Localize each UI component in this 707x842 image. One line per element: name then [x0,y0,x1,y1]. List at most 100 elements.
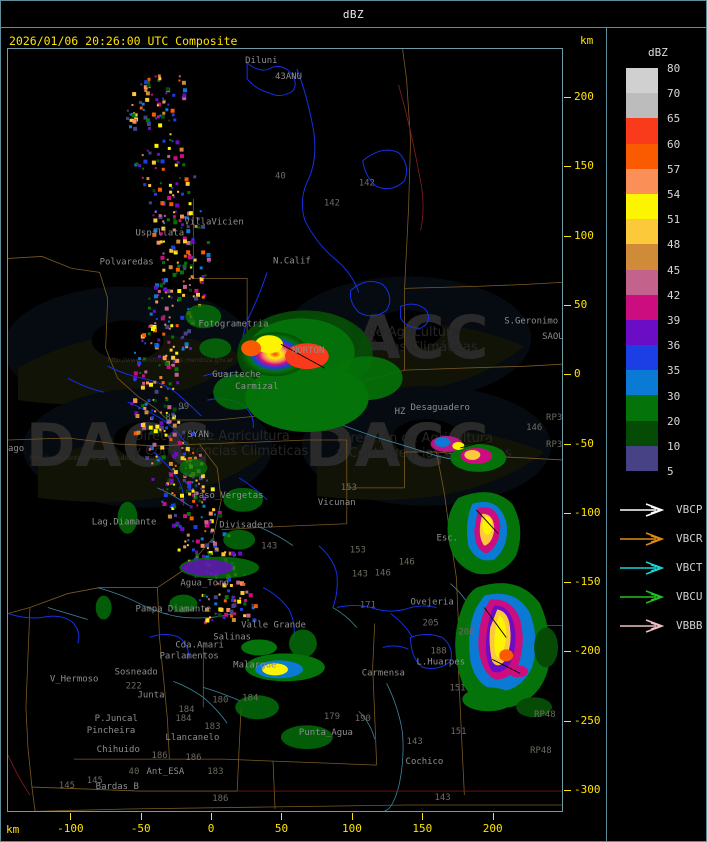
dbz-swatch[interactable] [626,68,658,94]
echo-pixel [166,482,170,486]
echo-pixel [184,216,187,219]
echo-pixel [179,214,184,219]
echo-pixel [148,382,153,387]
echo-pixel [142,357,146,361]
echo-pixel [159,284,163,288]
dbz-swatch[interactable] [626,294,658,320]
dbz-color-bar[interactable] [626,68,658,471]
echo-pixel [172,432,177,437]
echo-pixel [251,606,255,610]
echo-pixel [192,540,195,543]
echo-pixel [180,223,184,227]
echo-pixel [165,92,168,95]
echo-pixel [141,374,145,378]
dbz-swatch[interactable] [626,193,658,220]
echo-pixel [145,91,150,96]
dbz-swatch[interactable] [626,420,658,446]
echo-pixel [214,550,217,553]
echo-pixel [160,159,165,164]
map-label: Salinas [213,632,251,642]
echo-pixel [173,503,176,506]
echo-pixel [138,407,141,410]
x-axis-tick [351,813,353,820]
echo-pixel [218,514,222,518]
dbz-tick-label: 30 [667,389,681,403]
echo-pixel [171,186,174,189]
echo-pixel [164,306,169,311]
echo-pixel [151,160,156,165]
dbz-swatch[interactable] [626,269,658,295]
echo-pixel [185,181,190,186]
dbz-swatch[interactable] [626,395,658,421]
echo-pixel [199,210,202,213]
x-axis-tick [492,813,494,820]
echo-pixel [156,458,160,462]
echo-blob [223,529,256,550]
echo-pixel [153,228,158,233]
echo-pixel [182,239,187,244]
echo-pixel [133,376,138,381]
panel-divider [606,28,607,842]
map-label: Esc. [436,534,458,544]
echo-pixel [178,524,182,528]
echo-pixel [173,494,176,497]
map-label: Divisadero [219,521,273,531]
map-label: 40 [275,172,286,182]
echo-andes-line [95,74,333,750]
echo-pixel [217,582,220,585]
dbz-swatch[interactable] [626,319,658,346]
echo-pixel [201,295,205,299]
dbz-swatch[interactable] [626,345,658,371]
map-label: Fotogrametria [198,319,268,329]
echo-pixel [175,358,180,363]
echo-pixel [213,595,218,600]
vector-legend-label: VBCU [676,590,703,603]
radar-map-canvas[interactable]: DACC DACC DACC Dirección de Agricultura … [7,48,563,812]
echo-blob [169,594,198,613]
echo-pixel [191,481,194,484]
dbz-swatch[interactable] [626,118,658,144]
dbz-swatch[interactable] [626,143,658,169]
dbz-swatch[interactable] [626,168,658,194]
echo-pixel [148,447,151,450]
echo-pixel [169,438,173,442]
echo-pixel [253,604,258,609]
echo-pixel [180,337,183,340]
echo-pixel [233,599,237,603]
echo-pixel [174,464,177,467]
echo-pixel [158,214,162,218]
echo-pixel [154,143,159,148]
echo-pixel [168,183,172,187]
echo-pixel [172,454,177,459]
echo-pixel [142,425,147,430]
echo-pixel [154,283,159,288]
echo-pixel [167,405,172,410]
dbz-swatch[interactable] [626,370,658,396]
map-label: L.Huarpes [417,657,466,667]
echo-pixel [159,114,162,117]
echo-pixel [169,472,174,477]
echo-pixel [199,266,203,270]
timestamp-label: 2026/01/06 20:26:00 UTC Composite [9,34,238,48]
dbz-swatch[interactable] [626,93,658,119]
echo-pixel [166,419,171,424]
echo-pixel [180,456,185,461]
map-label: 143 [261,542,277,552]
y-axis-tick-label: -150 [574,575,601,589]
echo-pixel [196,217,200,221]
dbz-swatch[interactable] [626,219,658,245]
echo-pixel [156,115,160,119]
echo-pixel [192,499,196,503]
dbz-tick-label: 54 [667,188,681,201]
echo-pixel [175,521,180,526]
dbz-tick-label: 70 [667,87,681,101]
echo-pixel [154,210,157,213]
echo-pixel [171,506,175,510]
echo-pixel [148,151,152,155]
echo-pixel [226,608,231,613]
echo-pixel [212,508,216,512]
dbz-swatch[interactable] [626,244,658,270]
echo-pixel [162,502,167,507]
echo-pixel [211,619,214,621]
dbz-swatch[interactable] [626,445,658,471]
